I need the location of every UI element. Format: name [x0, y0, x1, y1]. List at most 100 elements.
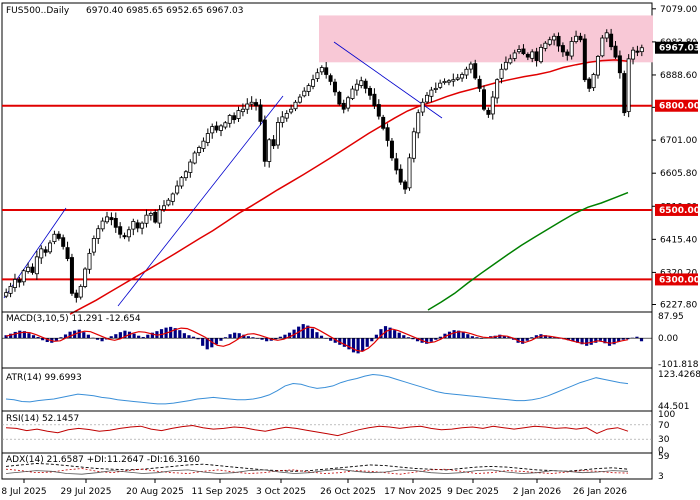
candle-body: [39, 248, 44, 259]
moving-averages: [69, 59, 629, 315]
candle-body: [201, 140, 206, 149]
date-tick-label: 17 Nov 2025: [384, 487, 442, 497]
adx-lines: [5, 463, 629, 475]
candle-body: [508, 58, 513, 64]
macd-bar: [219, 338, 223, 341]
macd-bar: [169, 326, 173, 339]
date-tick-label: 26 Oct 2025: [320, 487, 376, 497]
date-tick-label: 2 Jan 2026: [513, 487, 561, 497]
macd-bar: [68, 331, 72, 339]
candle-body: [460, 74, 465, 79]
macd-bar: [475, 337, 479, 339]
candle-body: [258, 104, 263, 122]
candle-body: [639, 47, 644, 53]
macd-bar: [201, 338, 205, 346]
candle-body: [8, 285, 13, 294]
candle-body: [12, 279, 17, 288]
candle-body: [236, 110, 241, 119]
level-tag: [655, 203, 698, 216]
macd-bar: [429, 338, 433, 342]
candle-body: [311, 79, 316, 87]
candle-body: [306, 85, 311, 92]
level-tag-label: 6800.00: [659, 102, 700, 112]
adx-line: [5, 463, 629, 472]
candle-body: [43, 249, 48, 253]
macd-panel: MACD(3,10,5) 11.291 -12.654 87.95 0.00 -10…: [1, 311, 699, 370]
candle-body: [179, 177, 184, 187]
candle-body: [87, 252, 92, 270]
macd-bar: [251, 337, 255, 339]
macd-bar: [86, 334, 90, 339]
candle-body: [188, 161, 193, 173]
macd-bar: [457, 330, 461, 339]
candle-body: [83, 268, 88, 287]
candle-body: [218, 125, 223, 131]
date-tick-label: 29 Jul 2025: [61, 487, 112, 497]
macd-bar: [461, 331, 465, 339]
macd-bar: [22, 331, 26, 339]
candle-body: [617, 55, 622, 74]
macd-bar: [137, 335, 141, 339]
minus-di-line: [5, 468, 629, 475]
adx-title: ADX(14) 21.6587 +DI:11.2647 -DI:16.3160: [6, 455, 200, 465]
candle-body: [56, 233, 61, 239]
macd-bar: [571, 338, 575, 342]
candle-body: [547, 39, 552, 45]
candle-body: [302, 90, 307, 97]
candle-body: [486, 109, 491, 115]
date-tick-label: 20 Aug 2025: [126, 487, 184, 497]
candle-body: [560, 45, 565, 53]
ohlc-readout: 6970.40 6985.65 6952.65 6967.03: [86, 6, 243, 16]
candle-body: [407, 157, 412, 189]
macd-bar: [283, 334, 287, 339]
macd-bar: [594, 338, 598, 343]
atr-title: ATR(14) 99.6993: [6, 373, 82, 383]
candle-body: [262, 119, 267, 162]
macd-bar: [543, 335, 548, 339]
macd-bar: [260, 338, 264, 340]
candle-body: [17, 279, 22, 283]
macd-bar: [187, 335, 191, 339]
candle-body: [197, 147, 202, 154]
candle-body: [582, 38, 587, 81]
macd-bar: [470, 336, 474, 339]
current-price-tag: [655, 41, 698, 54]
macd-series: [2, 324, 652, 354]
candle-body: [74, 292, 79, 298]
macd-bar: [306, 325, 310, 339]
candle-body: [78, 285, 83, 298]
macd-bar: [109, 336, 113, 339]
candle-body: [525, 53, 530, 58]
candle-body: [530, 51, 535, 59]
candle-body: [350, 88, 355, 99]
price-tick-label: 6605.80: [660, 169, 697, 179]
candle-body: [223, 122, 228, 128]
candle-body: [105, 216, 110, 223]
atr-line: [5, 373, 629, 405]
macd-bar: [237, 333, 241, 339]
candle-body: [394, 158, 399, 171]
macd-bar: [598, 338, 602, 341]
price-tick-label: 6888.60: [660, 71, 697, 81]
macd-bar: [635, 336, 639, 339]
level-tag-label: 6500.00: [659, 206, 700, 216]
macd-bar: [507, 336, 511, 339]
candle-body: [157, 209, 162, 224]
macd-bar: [13, 331, 17, 339]
candle-body: [144, 214, 149, 224]
macd-bar: [525, 338, 529, 341]
candle-body: [438, 82, 443, 88]
rsi-tick-label: 70: [658, 421, 670, 431]
candle-body: [324, 67, 329, 75]
candle-body: [245, 103, 250, 110]
sma-slow-line: [427, 191, 629, 311]
rsi-tick-label: 100: [658, 410, 675, 420]
macd-bar: [397, 332, 401, 339]
candle-body: [65, 247, 70, 259]
candle-body: [468, 63, 473, 70]
candle-body: [96, 228, 101, 239]
macd-bar: [274, 338, 278, 340]
atr-axis: 123.4268 44.501: [658, 370, 700, 412]
